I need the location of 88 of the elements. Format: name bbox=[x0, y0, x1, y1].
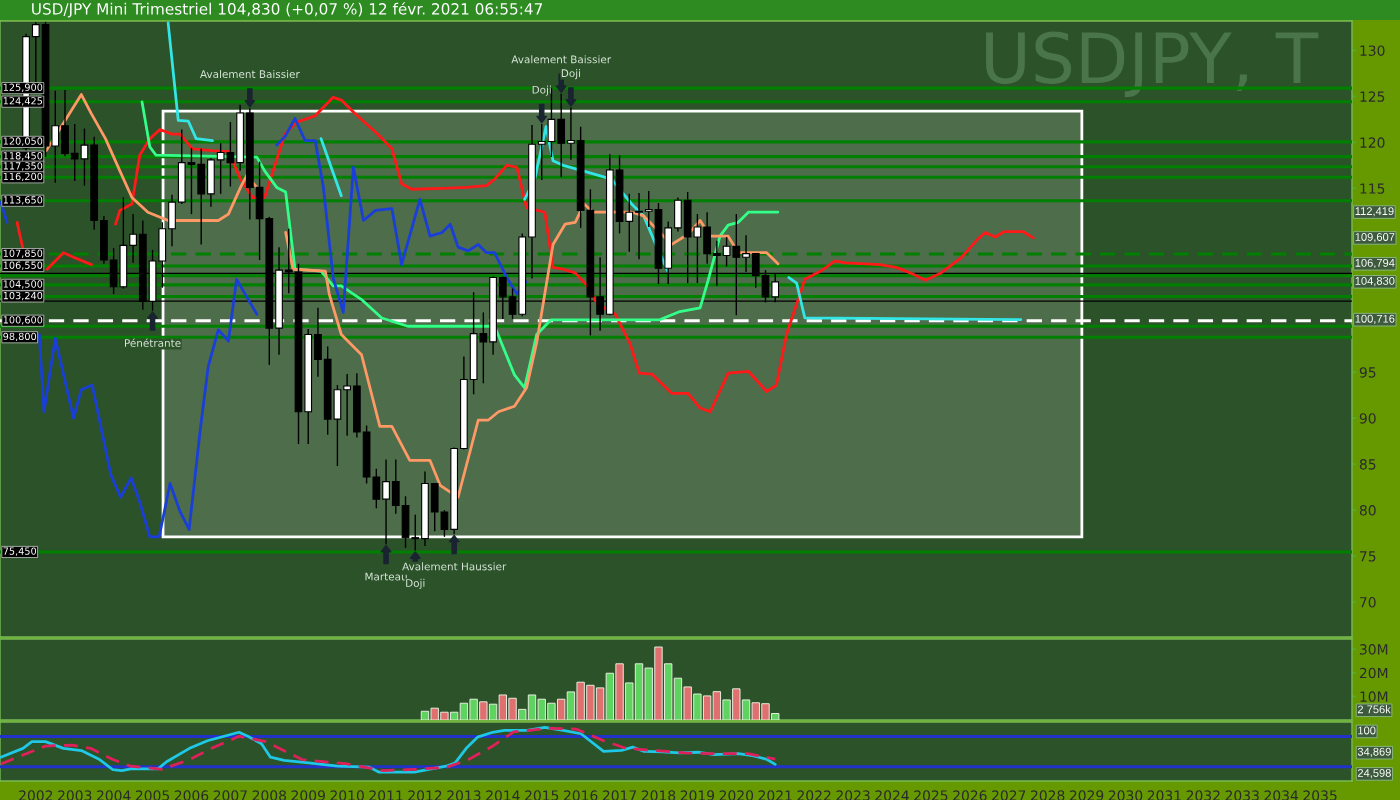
x-tick-label: 2022 bbox=[797, 790, 831, 800]
ref-line-label: 107,850 bbox=[3, 249, 43, 258]
x-tick-label: 2004 bbox=[96, 790, 131, 800]
x-tick-label: 2011 bbox=[369, 790, 403, 800]
text: 104,830 bbox=[1355, 276, 1395, 287]
candlestick bbox=[51, 90, 60, 184]
y-tick-label: 70 bbox=[1360, 597, 1376, 608]
ref-line-label: 104,500 bbox=[3, 280, 43, 289]
ref-line-label: 116,200 bbox=[3, 172, 43, 182]
annotation: Avalement Baissier bbox=[511, 55, 612, 64]
annotation: Doji bbox=[561, 69, 581, 80]
x-tick-label: 2027 bbox=[992, 790, 1026, 800]
x-tick-label: 2016 bbox=[563, 790, 598, 800]
x-tick-label: 2012 bbox=[408, 790, 442, 800]
y-tick-label: 75 bbox=[1360, 551, 1376, 562]
ref-line-label: 124,425 bbox=[3, 97, 43, 106]
annotation: Marteau bbox=[365, 572, 407, 581]
text: 24,598 bbox=[1357, 769, 1391, 779]
y-tick-label: 30M bbox=[1359, 644, 1388, 655]
y-tick-label: 95 bbox=[1359, 367, 1376, 378]
ref-line-label: 75,450 bbox=[3, 547, 37, 556]
text: 112,419 bbox=[1355, 207, 1394, 217]
x-tick-label: 2030 bbox=[1108, 790, 1143, 800]
x-tick-label: 2035 bbox=[1303, 790, 1337, 800]
candlestick bbox=[635, 192, 643, 260]
x-tick-label: 2010 bbox=[330, 790, 364, 800]
x-tick-label: 2006 bbox=[174, 790, 209, 800]
text: 34,869 bbox=[1357, 747, 1391, 757]
candlestick bbox=[391, 458, 400, 515]
x-tick-label: 2033 bbox=[1225, 790, 1259, 800]
candlestick bbox=[557, 92, 566, 178]
text: 109,607 bbox=[1355, 233, 1395, 243]
x-tick-label: 2014 bbox=[486, 790, 520, 800]
ref-line-label: 118,450 bbox=[3, 152, 43, 161]
annotation: Avalement Baissier bbox=[200, 69, 300, 79]
x-tick-label: 2015 bbox=[525, 790, 559, 800]
candlestick bbox=[129, 213, 137, 264]
x-tick-label: 2025 bbox=[914, 790, 948, 800]
ref-line-label: 117,350 bbox=[3, 162, 43, 171]
x-tick-label: 2032 bbox=[1186, 790, 1220, 800]
x-tick-label: 2023 bbox=[836, 790, 870, 800]
ref-line-label: 113,650 bbox=[3, 196, 43, 205]
annotation: Avalement Haussier bbox=[402, 562, 507, 571]
x-tick-label: 2005 bbox=[135, 790, 170, 800]
x-tick-label: 2034 bbox=[1264, 790, 1299, 800]
y-tick-label: 10M bbox=[1360, 691, 1388, 702]
text: 106,794 bbox=[1355, 258, 1395, 269]
x-tick-label: 2013 bbox=[447, 790, 481, 800]
x-tick-label: 2019 bbox=[680, 790, 715, 800]
annotation: Doji bbox=[532, 85, 551, 96]
x-tick-label: 2007 bbox=[213, 790, 247, 800]
x-tick-label: 2009 bbox=[291, 790, 325, 800]
x-tick-label: 2026 bbox=[953, 790, 987, 800]
y-tick-label: 80 bbox=[1359, 505, 1376, 516]
x-tick-label: 2029 bbox=[1069, 790, 1104, 800]
candlestick bbox=[411, 514, 420, 552]
x-tick-label: 2008 bbox=[252, 790, 287, 800]
text: 2 756k bbox=[1357, 705, 1391, 714]
x-tick-label: 2021 bbox=[758, 790, 792, 800]
candlestick bbox=[644, 190, 653, 228]
x-tick-label: 2018 bbox=[641, 790, 676, 800]
text: 100,716 bbox=[1355, 314, 1395, 324]
ref-line-label: 120,050 bbox=[3, 137, 43, 146]
y-tick-label: 125 bbox=[1360, 91, 1385, 102]
ref-line-label: 106,550 bbox=[3, 261, 43, 270]
x-tick-label: 2024 bbox=[875, 790, 909, 800]
ref-line-label: 103,240 bbox=[3, 291, 43, 301]
y-tick-label: 20M bbox=[1359, 667, 1388, 679]
y-tick-label: 90 bbox=[1359, 413, 1376, 424]
candlestick bbox=[343, 373, 352, 437]
y-tick-label: 130 bbox=[1360, 45, 1385, 56]
y-tick-label: 115 bbox=[1360, 183, 1385, 194]
x-tick-label: 2020 bbox=[719, 790, 754, 800]
x-tick-label: 2003 bbox=[58, 790, 92, 800]
candlestick bbox=[187, 147, 196, 215]
chart-title: USD/JPY Mini Trimestriel 104,830 (+0,07 %) 12 févr. 2021 06:55:47 bbox=[32, 2, 542, 18]
annotation: Pénétrante bbox=[124, 338, 181, 347]
text: 100 bbox=[1358, 726, 1376, 735]
ref-line-label: 125,900 bbox=[3, 83, 43, 92]
x-tick-label: 2017 bbox=[602, 790, 637, 800]
x-tick-label: 2002 bbox=[19, 790, 53, 800]
ref-line-label: 100,600 bbox=[3, 316, 43, 325]
x-tick-label: 2028 bbox=[1030, 790, 1065, 800]
annotation: Doji bbox=[406, 578, 425, 589]
ref-line-label: 98,800 bbox=[3, 332, 37, 342]
x-tick-label: 2031 bbox=[1147, 790, 1181, 800]
y-tick-label: 85 bbox=[1359, 459, 1376, 470]
y-tick-label: 120 bbox=[1360, 137, 1385, 148]
